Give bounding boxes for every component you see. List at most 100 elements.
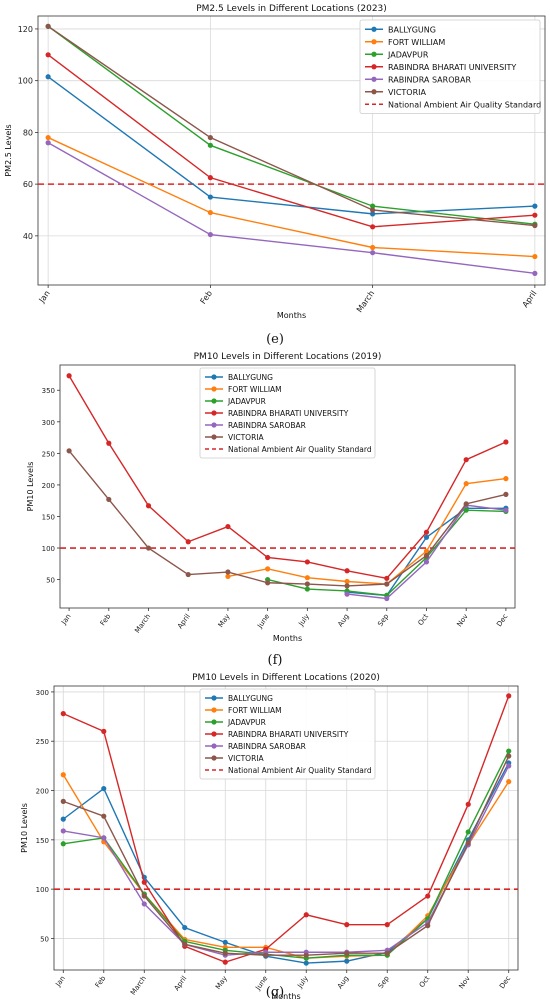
x-tick-label: Dec [495, 612, 509, 628]
legend-entry: VICTORIA [228, 433, 264, 442]
x-tick-label: Oct [417, 612, 431, 627]
x-tick-label: April [521, 289, 539, 309]
data-point-rabindra-sarobar [506, 763, 512, 769]
data-point-victoria [145, 545, 152, 551]
data-point-rabindra-sarobar [532, 270, 538, 276]
series-line-victoria [47, 25, 535, 227]
x-tick-label: March [129, 975, 148, 997]
data-point-rabindra-sarobar [60, 828, 66, 834]
data-point-victoria [506, 753, 512, 759]
x-tick-label: March [133, 613, 152, 635]
data-point-ballygung [423, 534, 430, 540]
legend-entry: JADAVPUR [227, 718, 266, 727]
y-tick-label: 300 [42, 419, 55, 427]
data-point-rabindra-bharati-university [101, 728, 107, 734]
legend-swatch-marker [211, 398, 217, 404]
data-point-ballygung [303, 960, 309, 966]
legend-entry: RABINDRA SAROBAR [228, 421, 306, 430]
series-line-jadavpur [63, 750, 510, 959]
legend-entry: National Ambient Air Quality Standard [388, 100, 541, 109]
data-point-victoria [60, 798, 66, 804]
y-tick-label: 100 [18, 77, 33, 86]
legend-swatch-marker [371, 26, 377, 32]
series-line-victoria [68, 450, 507, 587]
plot-frame [37, 15, 546, 286]
data-point-jadavpur [506, 748, 512, 754]
legend-entry: RABINDRA BHARATI UNIVERSITY [228, 409, 349, 418]
data-point-fort-william [265, 566, 271, 572]
legend-swatch-marker [371, 64, 377, 70]
x-tick-label: Feb [94, 974, 108, 989]
data-point-victoria [384, 950, 390, 956]
data-point-victoria [106, 496, 112, 503]
data-point-victoria [182, 941, 188, 947]
data-point-ballygung [101, 785, 107, 792]
data-point-rabindra-bharati-university [344, 568, 350, 574]
series-line-jadavpur [47, 25, 535, 225]
data-point-rabindra-bharati-university [303, 912, 309, 918]
y-tick-label: 200 [42, 482, 55, 490]
data-point-victoria [207, 134, 213, 141]
x-tick-label: Jan [37, 289, 52, 305]
legend-swatch-marker [371, 39, 377, 45]
data-point-ballygung [344, 958, 350, 964]
pm25-2023-chart: 40 60 80 100 120 Jan Feb March April PM2.5 Levels… [4, 4, 546, 320]
data-point-rabindra-sarobar [207, 231, 213, 238]
legend-entry: FORT WILLIAM [388, 38, 445, 47]
pm10-2019-chart: 50 100 150 200 250 300 350 Jan Feb March April May J… [26, 352, 516, 643]
data-point-fort-william [344, 578, 350, 585]
legend-box [359, 19, 541, 114]
data-point-jadavpur [304, 586, 310, 592]
x-tick-label: Nov [457, 975, 471, 991]
legend-swatch-marker [211, 719, 217, 725]
data-point-fort-william [225, 573, 231, 580]
data-point-rabindra-bharati-university [344, 922, 350, 928]
data-point-ballygung [222, 939, 228, 945]
series-line-fort-william [62, 774, 510, 959]
data-point-fort-william [370, 244, 376, 251]
x-tick-label: Feb [199, 289, 215, 306]
chart-title: PM10 Levels in Different Locations (2020… [192, 673, 380, 683]
data-point-ballygung [60, 816, 66, 822]
data-point-jadavpur [207, 142, 213, 148]
data-point-rabindra-bharati-university [425, 893, 431, 899]
data-point-fort-william [304, 575, 310, 581]
data-point-rabindra-bharati-university [370, 224, 376, 230]
x-tick-label: Nov [455, 613, 469, 629]
x-tick-label: April [176, 613, 192, 631]
x-tick-label: July [297, 613, 311, 629]
data-point-victoria [370, 207, 376, 213]
y-tick-label: 150 [36, 837, 49, 845]
x-tick-label: Aug [336, 613, 350, 629]
y-tick-label: 100 [42, 545, 55, 553]
series-line-fort-william [227, 477, 506, 585]
legend-swatch-marker [371, 76, 377, 82]
data-point-victoria [141, 893, 147, 899]
data-point-ballygung [45, 74, 51, 80]
x-tick-label: Sep [377, 974, 391, 990]
x-axis-label: Months [277, 311, 306, 320]
plot-frame [53, 685, 519, 971]
x-tick-label: Sep [376, 612, 390, 628]
data-point-rabindra-bharati-university [207, 175, 213, 181]
data-point-victoria [225, 569, 231, 575]
x-tick-label: June [255, 613, 271, 631]
x-tick-label: April [173, 975, 189, 993]
y-tick-label: 60 [23, 180, 33, 189]
data-point-victoria [503, 491, 509, 497]
legend-entry: RABINDRA BHARATI UNIVERSITY [228, 730, 349, 739]
data-point-ballygung [532, 203, 538, 209]
data-point-rabindra-bharati-university [503, 439, 509, 445]
data-point-rabindra-bharati-university [60, 711, 66, 717]
x-tick-label: Jan [54, 975, 67, 989]
data-point-victoria [222, 950, 228, 956]
legend-swatch-marker [211, 410, 217, 416]
data-point-victoria [465, 840, 471, 846]
y-tick-label: 50 [40, 935, 49, 943]
data-point-fort-william [463, 481, 469, 487]
legend-swatch-marker [211, 743, 217, 749]
legend-swatch-marker [211, 695, 217, 701]
data-point-rabindra-sarobar [503, 507, 509, 513]
data-point-victoria [303, 952, 309, 958]
